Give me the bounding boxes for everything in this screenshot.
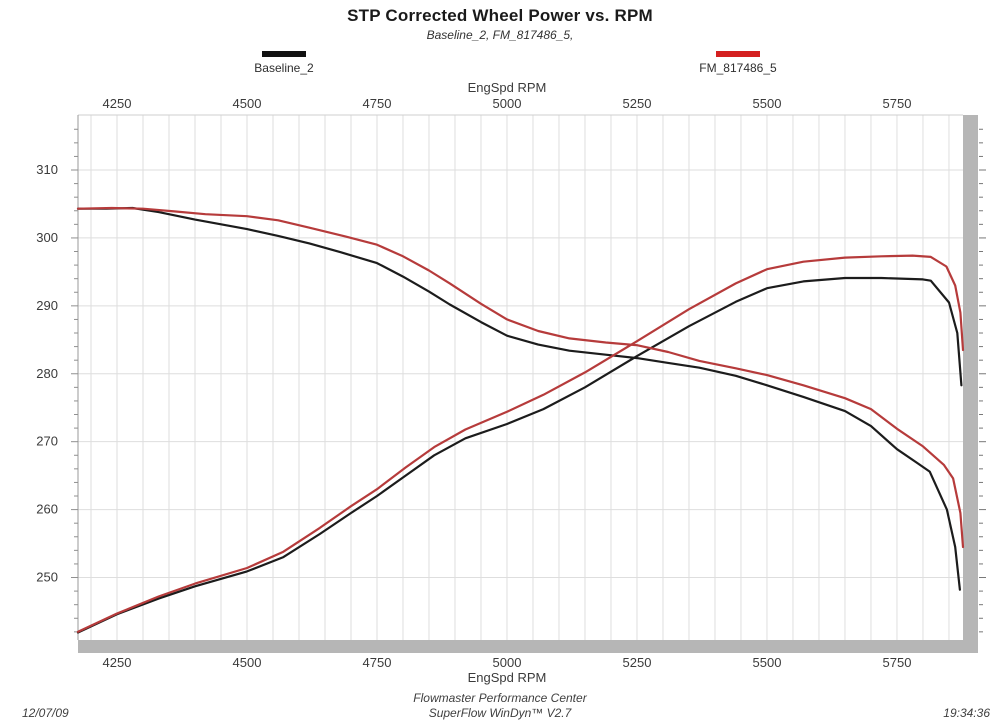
- footer-software-version: SuperFlow WinDyn™ V2.7: [428, 706, 572, 720]
- x-axis-tick-label-bottom: 4250: [103, 655, 132, 670]
- x-axis-tick-label-bottom: 5500: [753, 655, 782, 670]
- footer-time: 19:34:36: [943, 706, 990, 720]
- x-axis-title-top: EngSpd RPM: [468, 80, 547, 95]
- bottom-axis-bar: [78, 640, 978, 653]
- x-axis-title-bottom: EngSpd RPM: [468, 670, 547, 685]
- x-axis-tick-label-top: 5750: [883, 96, 912, 111]
- x-axis-tick-label-top: 4750: [363, 96, 392, 111]
- legend-swatch-red: [716, 51, 760, 57]
- legend-label: FM_817486_5: [699, 61, 777, 75]
- x-axis-tick-label-bottom: 5750: [883, 655, 912, 670]
- series-curve-baseline-2-falling-curve: [76, 206, 961, 591]
- right-axis-bar: [963, 115, 978, 653]
- x-axis-tick-label-bottom: 4500: [233, 655, 262, 670]
- y-axis-tick-label: 290: [36, 298, 58, 313]
- x-axis-tick-label-top: 5250: [623, 96, 652, 111]
- y-axis-tick-label: 280: [36, 366, 58, 381]
- x-axis-tick-label-bottom: 5000: [493, 655, 522, 670]
- x-axis-tick-label-bottom: 5250: [623, 655, 652, 670]
- y-axis-tick-label: 310: [36, 162, 58, 177]
- y-axis-tick-label: 300: [36, 230, 58, 245]
- legend-item-baseline-2: Baseline_2: [224, 51, 344, 75]
- x-axis-tick-label-top: 5500: [753, 96, 782, 111]
- x-axis-tick-label-top: 5000: [493, 96, 522, 111]
- page-title: STP Corrected Wheel Power vs. RPM: [347, 6, 653, 25]
- y-axis-tick-label: 260: [36, 502, 58, 517]
- series-curve-fm-817486-5-rising-curve: [76, 254, 965, 633]
- footer-date: 12/07/09: [22, 706, 69, 720]
- legend-item-fm-817486-5: FM_817486_5: [678, 51, 798, 75]
- series-curve-fm-817486-5-falling-curve: [76, 206, 965, 549]
- legend-label: Baseline_2: [254, 61, 314, 75]
- x-axis-tick-label-bottom: 4750: [363, 655, 392, 670]
- y-axis-tick-label: 250: [36, 570, 58, 585]
- footer-facility-name: Flowmaster Performance Center: [413, 691, 587, 705]
- chart-subtitle: Baseline_2, FM_817486_5,: [426, 28, 574, 42]
- y-axis-tick-label: 270: [36, 434, 58, 449]
- series-curve-baseline-2-rising-curve: [76, 276, 963, 634]
- x-axis-tick-label-top: 4500: [233, 96, 262, 111]
- legend-swatch-black: [262, 51, 306, 57]
- x-axis-tick-label-top: 4250: [103, 96, 132, 111]
